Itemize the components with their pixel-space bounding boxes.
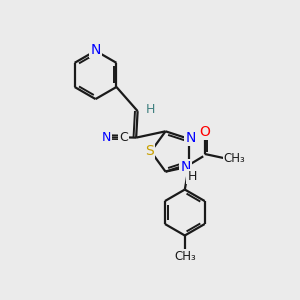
Text: O: O	[199, 125, 210, 139]
Text: C: C	[119, 131, 128, 144]
Text: CH₃: CH₃	[224, 152, 246, 165]
Text: N: N	[102, 130, 111, 143]
Text: CH₃: CH₃	[174, 250, 196, 263]
Text: H: H	[145, 103, 155, 116]
Text: S: S	[145, 145, 154, 158]
Text: N: N	[90, 43, 101, 57]
Text: H: H	[187, 169, 197, 183]
Text: N: N	[185, 130, 196, 145]
Text: N: N	[180, 160, 191, 174]
